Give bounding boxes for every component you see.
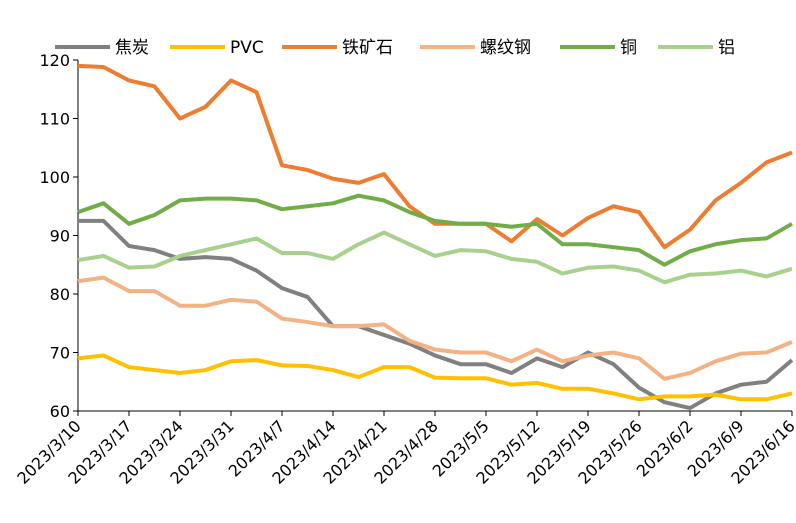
legend-label: 铁矿石 <box>342 38 393 58</box>
y-tick-label: 90 <box>50 227 70 246</box>
y-tick-label: 60 <box>50 402 70 421</box>
legend-label: 铝 <box>718 38 735 58</box>
series-line <box>77 63 793 250</box>
legend-label: PVC <box>230 38 264 58</box>
series-line <box>77 193 793 267</box>
series-line <box>77 230 793 285</box>
legend-label: 铜 <box>620 38 637 58</box>
series-line <box>78 218 794 411</box>
y-tick-label: 120 <box>39 51 70 70</box>
series-line <box>77 275 793 381</box>
legend-label: 螺纹钢 <box>480 38 531 58</box>
legend-label: 焦炭 <box>115 38 149 58</box>
y-tick-label: 110 <box>39 110 70 129</box>
y-tick-label: 100 <box>39 168 70 187</box>
y-tick-label: 80 <box>50 285 70 304</box>
y-tick-label: 70 <box>50 344 70 363</box>
series-line <box>77 353 793 402</box>
